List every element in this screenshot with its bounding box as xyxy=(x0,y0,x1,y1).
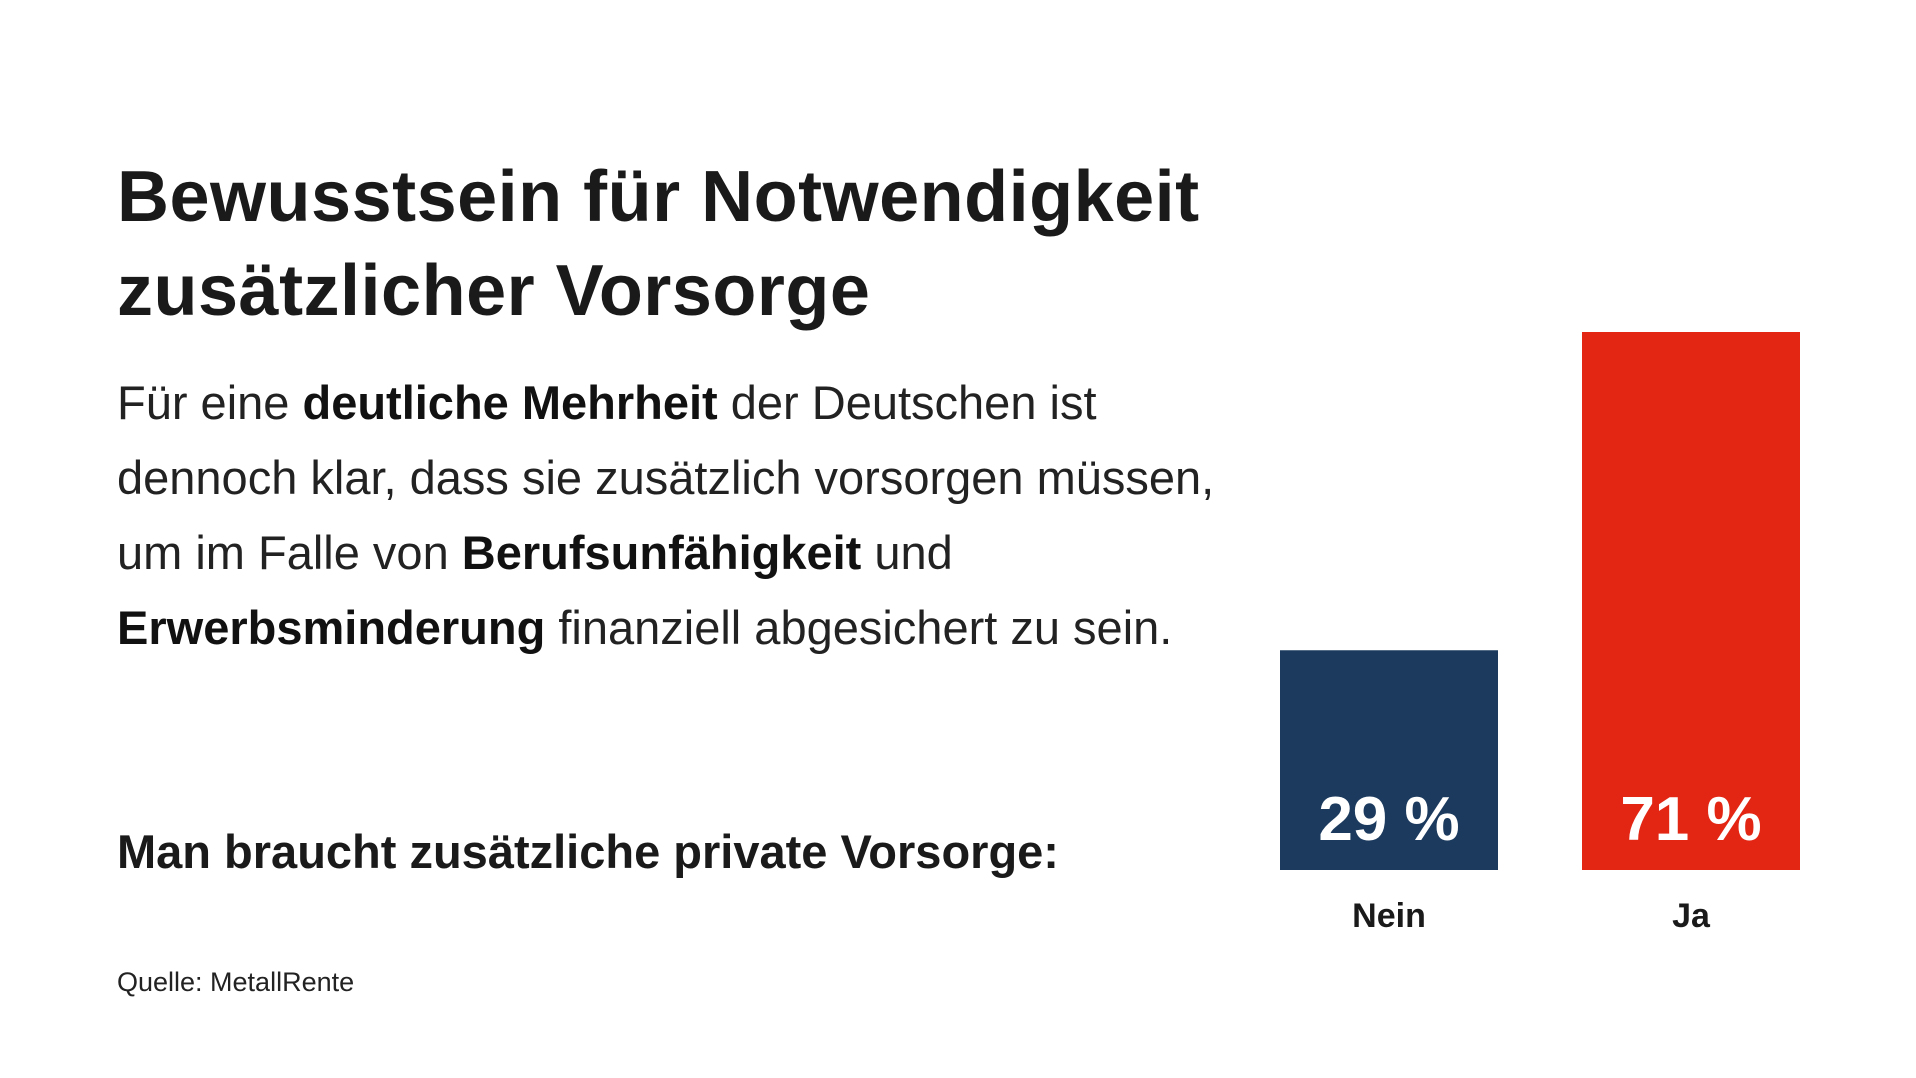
body-text-4: finanziell abgesichert zu sein. xyxy=(545,601,1173,654)
source-note: Quelle: MetallRente xyxy=(117,967,355,997)
bar-value-label-nein: 29 % xyxy=(1318,785,1459,854)
category-label-nein: Nein xyxy=(1352,897,1426,935)
title-line-1: Bewusstsein für Notwendigkeit xyxy=(117,157,1200,237)
body-emphasis-3: Erwerbsminderung xyxy=(117,601,546,654)
body-text-1: Für eine xyxy=(117,376,303,429)
body-text-2: der Deutschen ist dennoch klar, dass sie… xyxy=(117,376,1215,579)
body-paragraph: Für eine deutliche Mehrheit der Deutsche… xyxy=(117,365,1257,665)
chart-question: Man braucht zusätzliche private Vorsorge… xyxy=(117,825,1059,878)
bar-value-label-ja: 71 % xyxy=(1620,785,1761,854)
body-text-3: und xyxy=(861,526,953,579)
bar-chart: 29 % Nein 71 % Ja xyxy=(1280,332,1800,935)
page-title: Bewusstsein für Notwendigkeit zusätzlich… xyxy=(117,150,1377,338)
category-label-ja: Ja xyxy=(1672,897,1711,935)
body-emphasis-2: Berufsunfähigkeit xyxy=(461,526,862,579)
bar-ja xyxy=(1582,332,1800,870)
title-line-2: zusätzlicher Vorsorge xyxy=(117,251,871,331)
bar-nein xyxy=(1280,650,1498,870)
body-emphasis-1: deutliche Mehrheit xyxy=(302,376,718,429)
